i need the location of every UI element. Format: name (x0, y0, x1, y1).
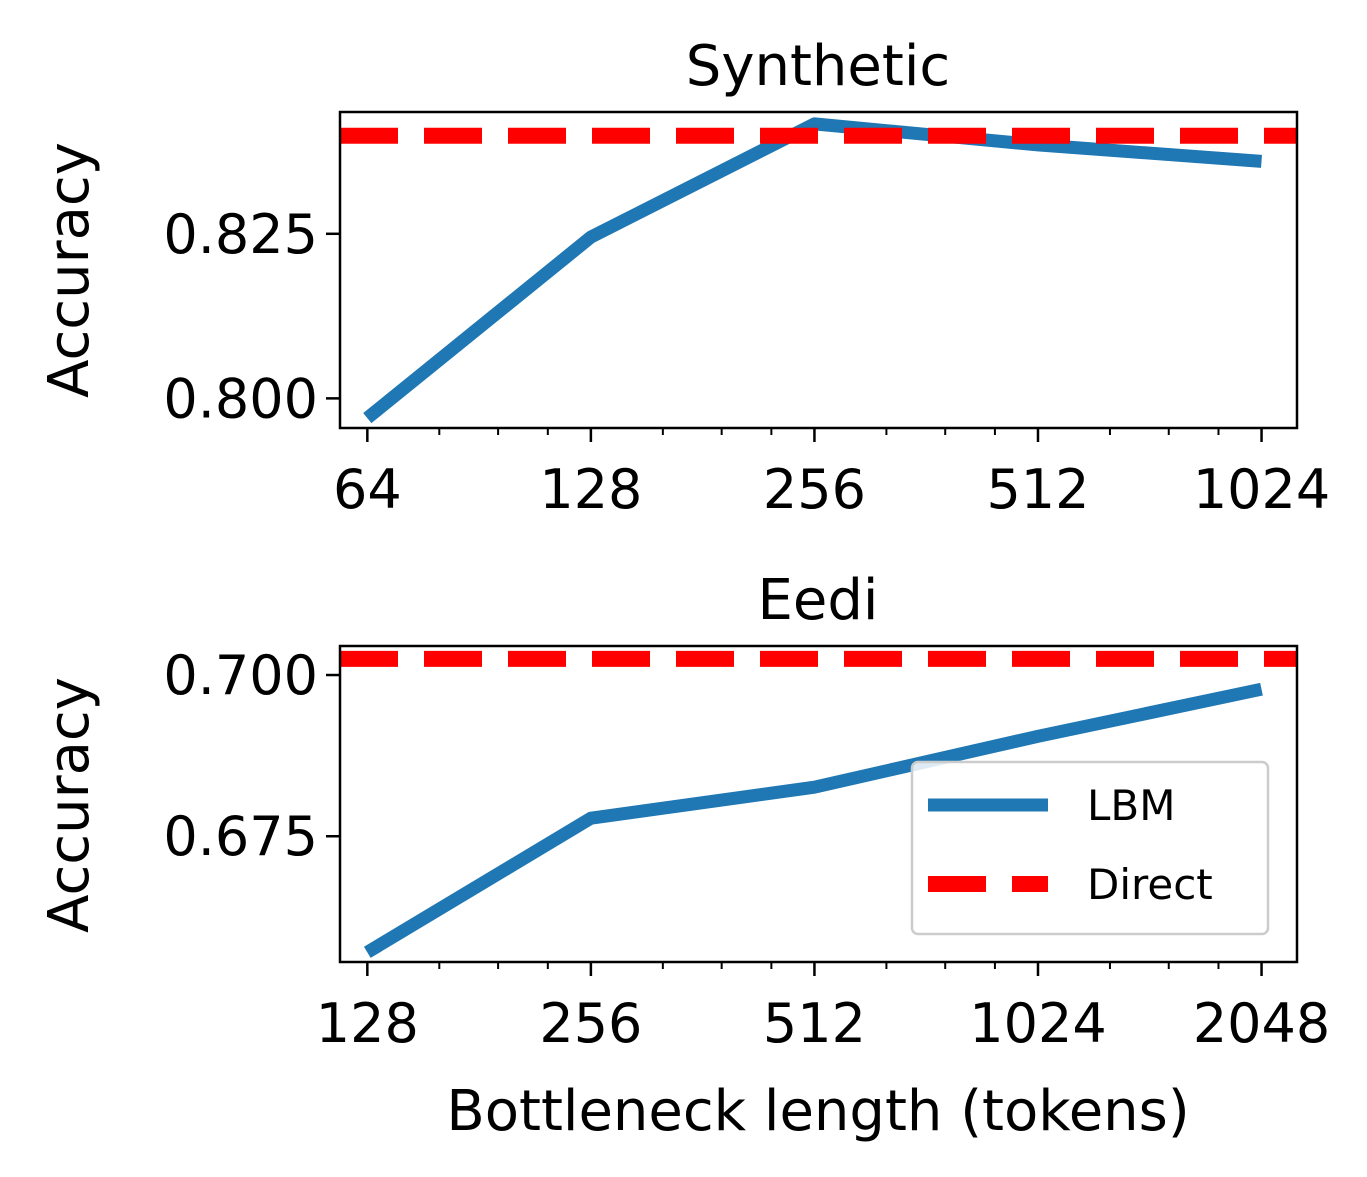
chart-title: Synthetic (686, 34, 950, 99)
y-axis-label: Accuracy (37, 677, 102, 933)
y-tick-label: 0.675 (163, 805, 318, 868)
axes-frame (338, 110, 1299, 430)
x-axis-label: Bottleneck length (tokens) (446, 1079, 1189, 1144)
x-tick-label: 128 (316, 992, 419, 1055)
axes-frame (338, 644, 1299, 964)
legend-label: Direct (1087, 860, 1213, 909)
series-lbm-line (363, 682, 1263, 958)
y-axis-label: Accuracy (37, 142, 102, 398)
series-lbm-line (363, 117, 1262, 424)
y-tick-label: 0.825 (163, 203, 318, 266)
legend-label: LBM (1087, 781, 1175, 830)
y-tick-label: 0.700 (163, 644, 318, 707)
y-tick-label: 0.800 (163, 367, 318, 430)
x-tick-label: 512 (763, 992, 866, 1055)
tick-group: 64 128 256 512 1024 0.800 0.825 (163, 203, 1330, 521)
legend: LBM Direct (910, 760, 1270, 936)
panel-eedi: Eedi Accuracy Bottleneck length (tokens)… (37, 568, 1330, 1144)
x-tick-label: 256 (763, 458, 866, 521)
tick-group: 128 256 512 1024 2048 0.675 0.700 (163, 644, 1330, 1055)
x-tick-label: 1024 (969, 992, 1106, 1055)
plot-area (340, 650, 1297, 958)
chart-title: Eedi (758, 568, 879, 633)
plot-area (340, 117, 1297, 424)
x-tick-label: 1024 (1193, 458, 1330, 521)
x-tick-label: 512 (986, 458, 1089, 521)
panel-synthetic: Synthetic Accuracy 64 128 256 512 1024 0.800 0… (37, 34, 1330, 521)
x-tick-label: 64 (333, 458, 402, 521)
x-tick-label: 256 (539, 992, 642, 1055)
x-tick-label: 2048 (1193, 992, 1330, 1055)
x-tick-label: 128 (539, 458, 642, 521)
